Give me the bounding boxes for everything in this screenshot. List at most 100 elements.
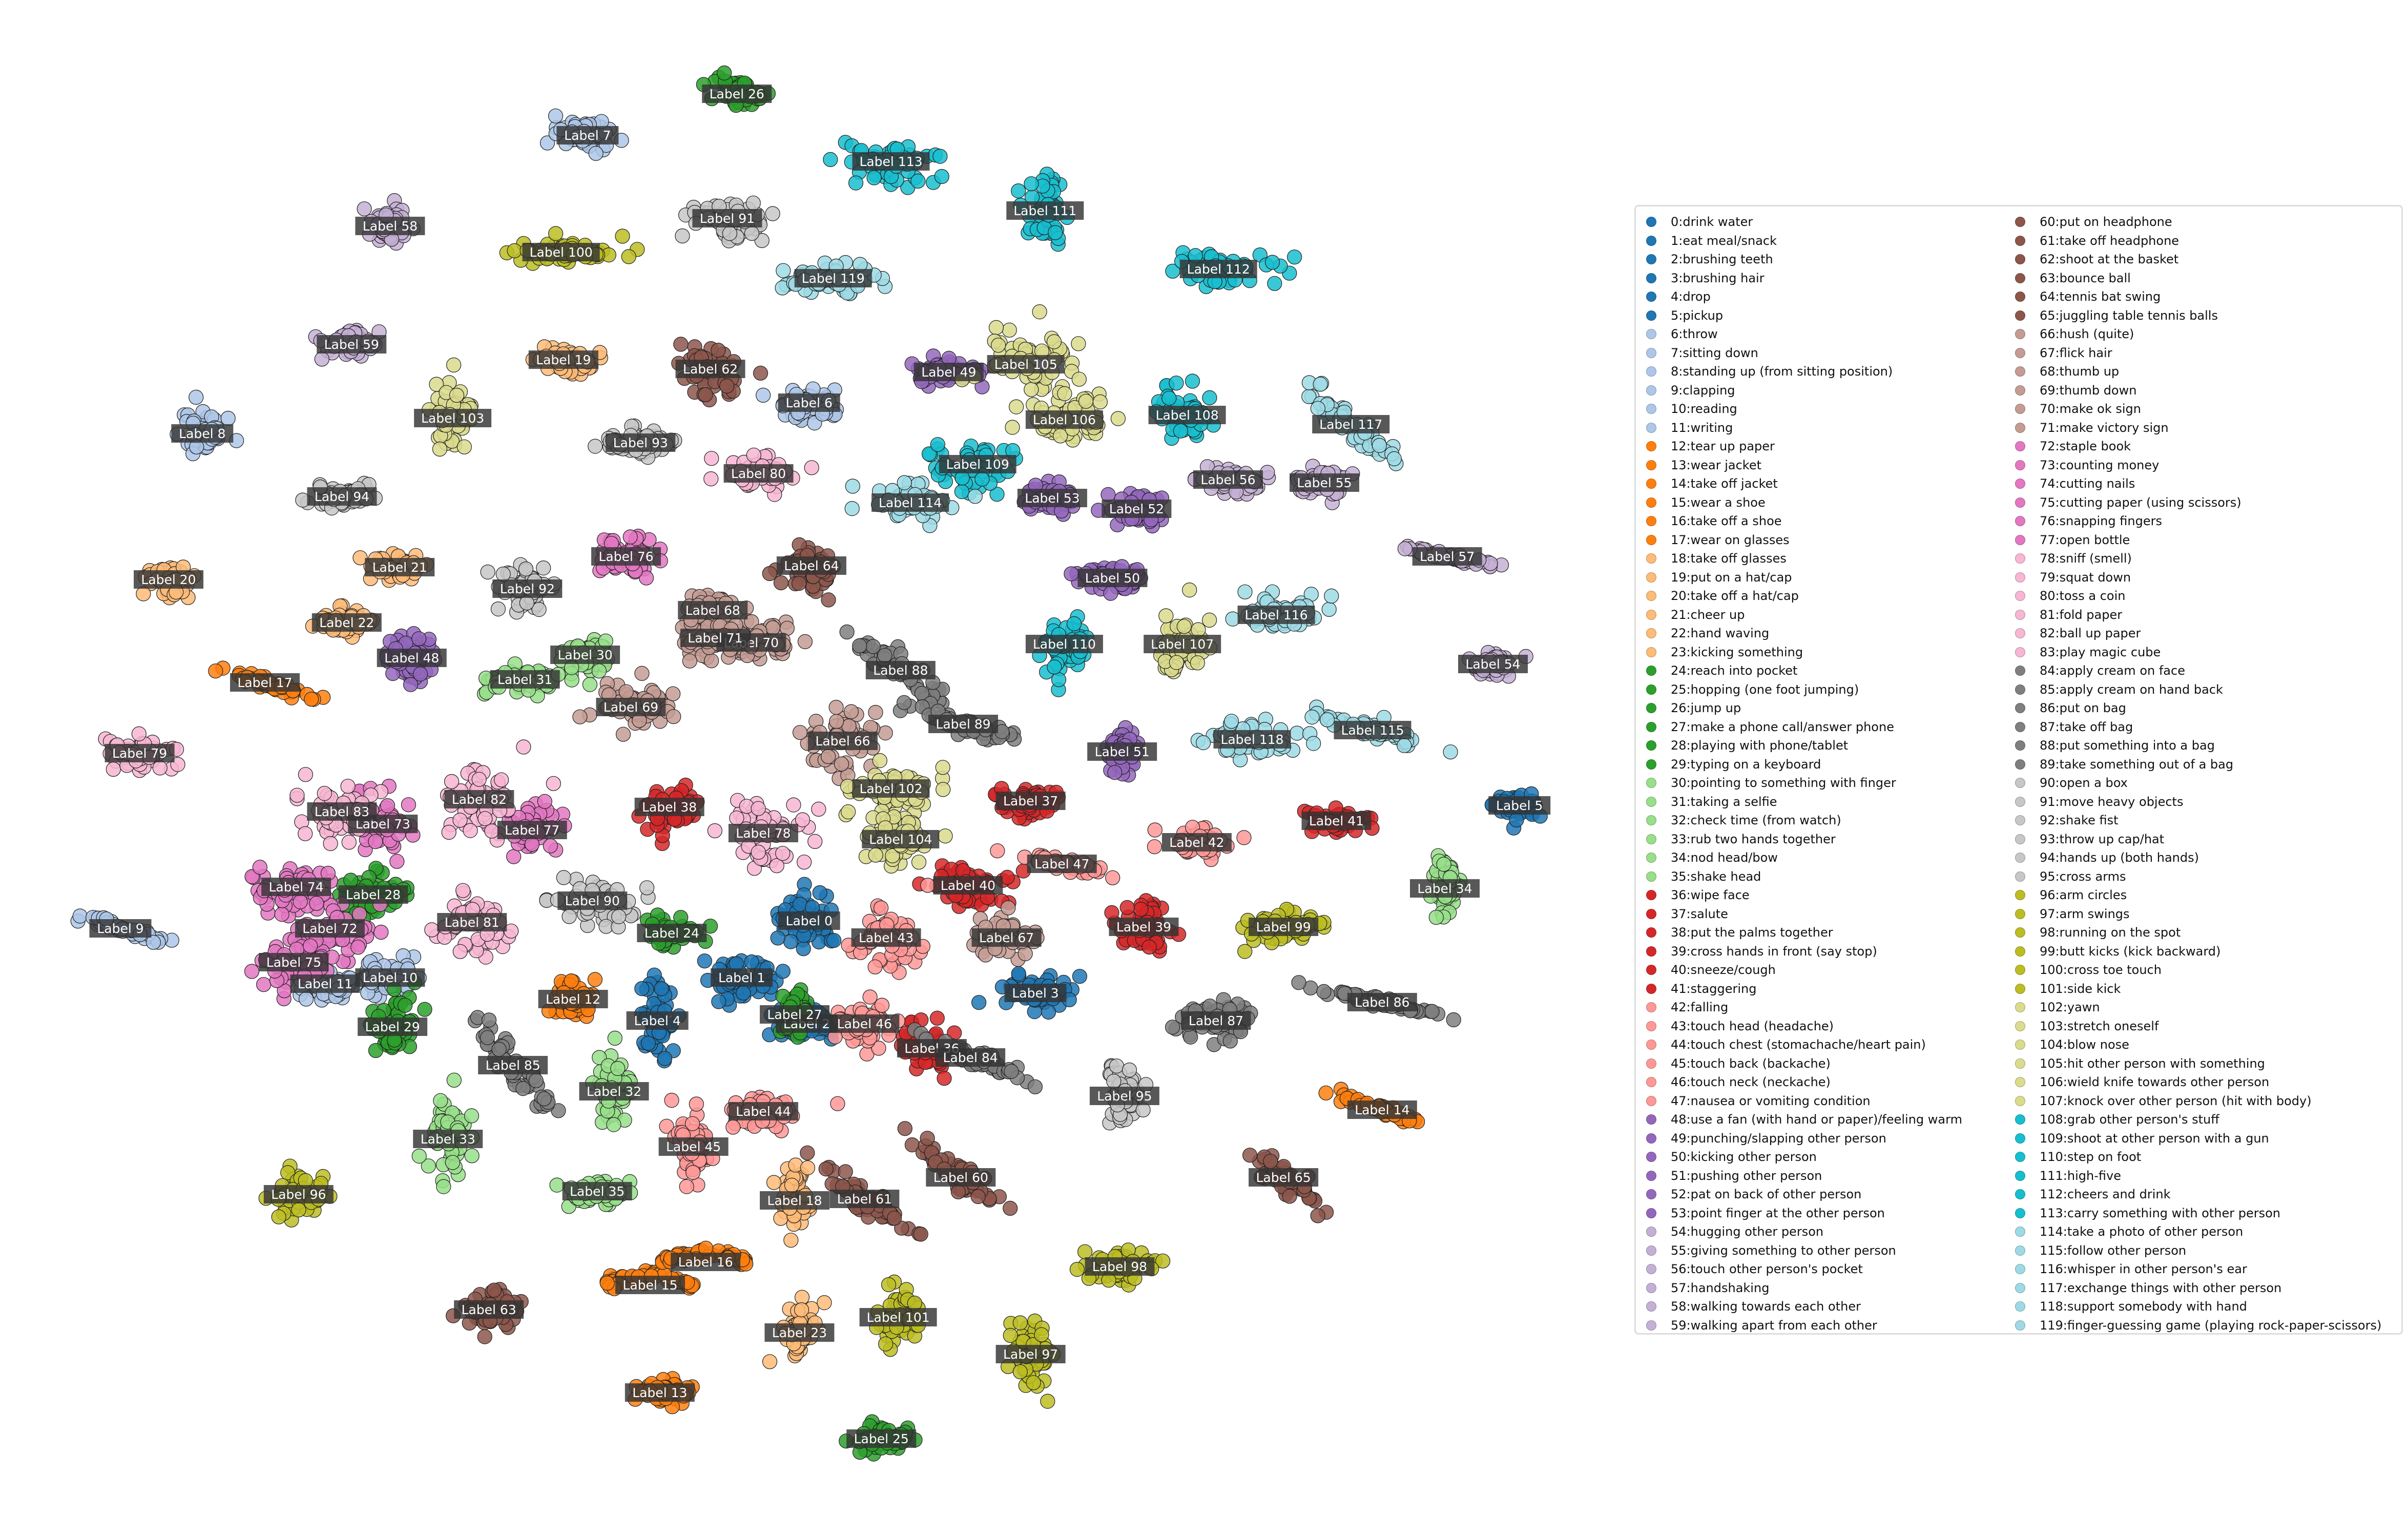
point-label-51 bbox=[1107, 765, 1123, 780]
point-label-88 bbox=[839, 624, 855, 640]
point-label-61 bbox=[886, 1211, 902, 1226]
point-label-18 bbox=[783, 1233, 799, 1248]
point-label-65 bbox=[1310, 1208, 1325, 1223]
point-label-83 bbox=[323, 836, 338, 851]
point-label-74 bbox=[274, 906, 289, 922]
point-label-62 bbox=[711, 342, 726, 358]
point-label-79 bbox=[152, 760, 168, 776]
point-label-85 bbox=[481, 1012, 497, 1028]
point-label-33 bbox=[464, 1108, 480, 1124]
point-label-43 bbox=[867, 959, 883, 974]
point-label-65 bbox=[1263, 1154, 1278, 1169]
point-label-90 bbox=[639, 880, 655, 896]
point-label-6 bbox=[755, 387, 771, 403]
point-label-72 bbox=[373, 924, 389, 940]
point-label-83 bbox=[298, 767, 314, 782]
point-label-8 bbox=[189, 389, 204, 405]
point-label-15 bbox=[599, 1275, 615, 1291]
point-label-4 bbox=[640, 1035, 656, 1051]
point-label-3 bbox=[1072, 969, 1087, 984]
point-label-23 bbox=[817, 1295, 832, 1311]
point-label-1 bbox=[711, 994, 726, 1009]
point-label-67 bbox=[1001, 900, 1016, 916]
point-label-33 bbox=[445, 1155, 461, 1170]
point-label-84 bbox=[1027, 1079, 1043, 1094]
point-label-14 bbox=[1318, 1085, 1334, 1100]
point-label-83 bbox=[317, 785, 332, 801]
point-label-60 bbox=[970, 1189, 986, 1204]
point-label-29 bbox=[417, 1002, 432, 1017]
point-label-17 bbox=[208, 663, 223, 679]
point-label-84 bbox=[1004, 1064, 1019, 1079]
point-label-8 bbox=[220, 410, 236, 426]
point-label-18 bbox=[800, 1160, 816, 1175]
point-label-75 bbox=[244, 964, 260, 979]
point-label-66 bbox=[834, 756, 849, 772]
point-label-85 bbox=[480, 1030, 495, 1045]
point-label-39 bbox=[1119, 900, 1135, 915]
point-label-72 bbox=[352, 906, 367, 922]
point-label-34 bbox=[1428, 909, 1444, 925]
point-label-77 bbox=[506, 849, 522, 864]
point-label-73 bbox=[389, 854, 405, 869]
point-label-78 bbox=[775, 846, 791, 861]
point-label-45 bbox=[679, 1179, 694, 1194]
point-label-66 bbox=[878, 725, 893, 741]
point-label-89 bbox=[896, 695, 912, 710]
point-label-43 bbox=[873, 900, 889, 916]
point-label-66 bbox=[828, 699, 844, 715]
point-label-82 bbox=[444, 774, 460, 790]
point-label-61 bbox=[913, 1227, 928, 1242]
point-label-83 bbox=[289, 787, 305, 803]
point-label-59 bbox=[314, 351, 329, 367]
point-label-61 bbox=[800, 1145, 815, 1160]
point-label-61 bbox=[838, 1164, 853, 1179]
point-label-44 bbox=[725, 1119, 741, 1135]
point-label-48 bbox=[403, 677, 419, 692]
point-label-58 bbox=[357, 201, 372, 217]
point-label-73 bbox=[380, 798, 396, 814]
point-label-82 bbox=[471, 772, 487, 787]
point-label-4 bbox=[654, 981, 669, 996]
point-label-34 bbox=[1436, 857, 1451, 872]
point-label-87 bbox=[1183, 1029, 1198, 1045]
point-label-32 bbox=[607, 1030, 622, 1046]
point-label-78 bbox=[811, 801, 826, 817]
point-label-82 bbox=[484, 823, 500, 839]
point-label-79 bbox=[106, 761, 121, 777]
point-label-88 bbox=[852, 638, 867, 654]
point-label-28 bbox=[343, 873, 359, 888]
point-label-3 bbox=[971, 995, 987, 1010]
point-label-64 bbox=[791, 575, 807, 591]
point-label-85 bbox=[515, 1081, 531, 1096]
point-label-82 bbox=[493, 772, 509, 787]
point-label-18 bbox=[784, 1177, 800, 1193]
point-label-66 bbox=[792, 725, 808, 740]
point-label-76 bbox=[622, 529, 638, 545]
point-label-69 bbox=[666, 709, 681, 724]
point-label-85 bbox=[528, 1073, 544, 1088]
point-label-26 bbox=[717, 65, 732, 80]
point-label-42 bbox=[1147, 839, 1162, 855]
point-label-4 bbox=[657, 1051, 673, 1066]
point-label-47 bbox=[1105, 870, 1120, 885]
point-label-70 bbox=[765, 620, 781, 636]
point-label-64 bbox=[762, 566, 777, 581]
point-label-82 bbox=[441, 824, 456, 840]
point-label-62 bbox=[719, 378, 735, 394]
point-label-61 bbox=[818, 1161, 834, 1177]
point-label-7 bbox=[588, 146, 604, 161]
point-label-78 bbox=[786, 797, 801, 813]
point-label-86 bbox=[1424, 1004, 1440, 1019]
point-label-7 bbox=[548, 108, 564, 123]
point-label-32 bbox=[610, 1061, 626, 1076]
point-label-0 bbox=[812, 885, 827, 901]
point-label-3 bbox=[1041, 1004, 1056, 1020]
point-label-23 bbox=[794, 1302, 809, 1318]
point-label-42 bbox=[1236, 830, 1252, 845]
point-label-88 bbox=[865, 639, 881, 654]
point-label-62 bbox=[698, 387, 713, 403]
point-label-1 bbox=[775, 964, 791, 979]
point-label-78 bbox=[796, 855, 812, 870]
point-label-69 bbox=[618, 684, 634, 699]
